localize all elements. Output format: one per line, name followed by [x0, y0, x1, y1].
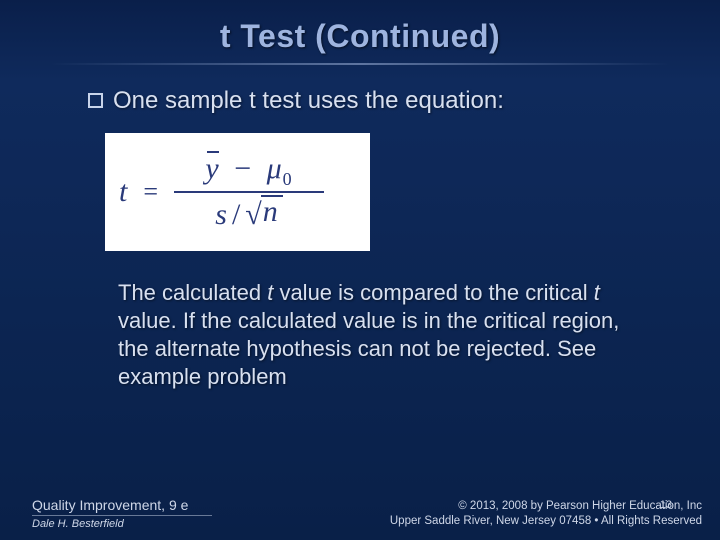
bullet-square-icon [88, 93, 103, 108]
body-paragraph: The calculated t value is compared to th… [118, 279, 630, 392]
body-p3: value. If the calculated value is in the… [118, 308, 619, 389]
body-t2: t [594, 280, 600, 305]
eq-denominator: s/√n [209, 193, 289, 233]
equation: t = y − μ0 s/√n [119, 151, 324, 232]
footer-book: Quality Improvement, 9 e [32, 497, 212, 513]
eq-n: n [261, 195, 283, 227]
footer: Quality Improvement, 9 e Dale H. Besterf… [0, 497, 720, 530]
eq-mu-sub: 0 [283, 169, 293, 189]
eq-s: s [215, 198, 228, 231]
eq-numerator: y − μ0 [199, 151, 298, 191]
bar-icon [207, 151, 219, 153]
footer-author: Dale H. Besterfield [32, 515, 212, 530]
slide-title: t Test (Continued) [50, 18, 670, 55]
eq-sqrt: √n [245, 195, 282, 227]
eq-equals: = [143, 177, 158, 207]
footer-left: Quality Improvement, 9 e Dale H. Besterf… [32, 497, 212, 530]
eq-lhs: t [119, 175, 127, 209]
footer-right: 13 © 2013, 2008 by Pearson Higher Educat… [390, 499, 702, 530]
eq-mu: μ [267, 152, 283, 185]
equation-box: t = y − μ0 s/√n [105, 133, 370, 251]
body-p2: value is compared to the critical [273, 280, 593, 305]
eq-ybar: y [205, 153, 219, 185]
eq-y: y [205, 152, 219, 185]
footer-copyright: © 2013, 2008 by Pearson Higher Education… [390, 499, 702, 515]
bullet-text: One sample t test uses the equation: [113, 87, 504, 115]
body-p1: The calculated [118, 280, 267, 305]
slide: t Test (Continued) One sample t test use… [0, 0, 720, 540]
eq-fraction: y − μ0 s/√n [174, 151, 324, 232]
title-underline [50, 63, 670, 65]
eq-slash: / [232, 198, 241, 231]
page-number: 13 [660, 498, 672, 513]
eq-minus: − [234, 152, 252, 185]
footer-address: Upper Saddle River, New Jersey 07458 • A… [390, 514, 702, 530]
bullet-row: One sample t test uses the equation: [88, 87, 670, 115]
